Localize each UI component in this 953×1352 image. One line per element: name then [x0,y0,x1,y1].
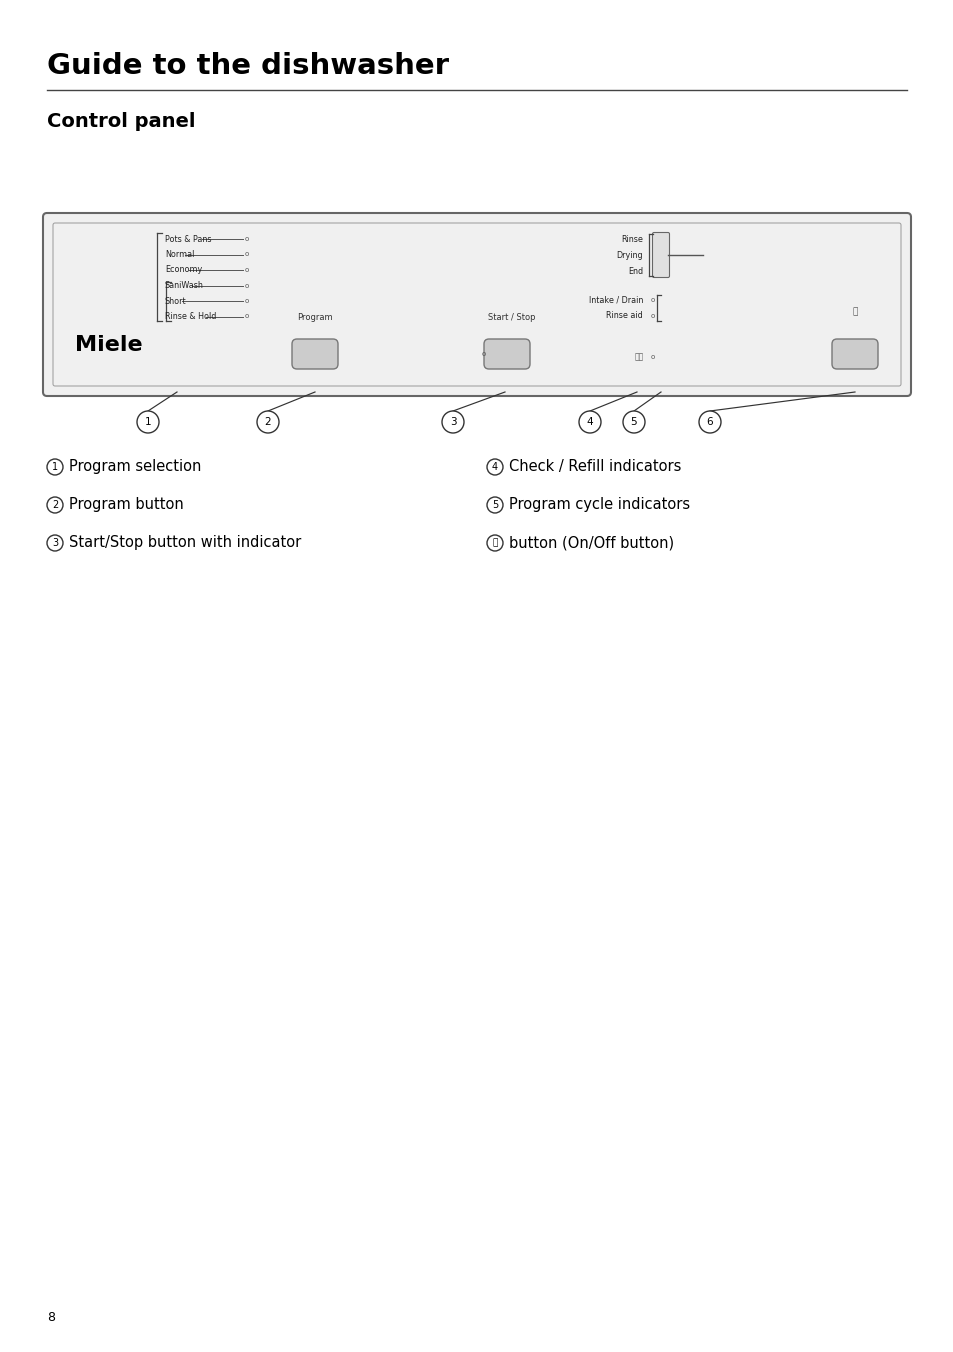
FancyBboxPatch shape [292,339,337,369]
Text: o: o [650,314,655,319]
FancyBboxPatch shape [831,339,877,369]
Text: 2: 2 [264,416,271,427]
Text: o: o [481,352,486,357]
Circle shape [578,411,600,433]
Text: 4: 4 [492,462,497,472]
Text: o: o [245,314,249,319]
Text: Ⓟⓒ: Ⓟⓒ [634,353,643,361]
Text: 5: 5 [492,500,497,510]
Text: 5: 5 [630,416,637,427]
Text: o: o [245,237,249,242]
Text: ⓘ: ⓘ [492,538,497,548]
Circle shape [137,411,159,433]
Text: End: End [627,266,642,276]
Text: Drying: Drying [616,250,642,260]
Text: Program button: Program button [69,498,184,512]
Text: Control panel: Control panel [47,112,195,131]
FancyBboxPatch shape [652,233,669,277]
Circle shape [486,498,502,512]
Text: 1: 1 [145,416,152,427]
Circle shape [622,411,644,433]
Circle shape [486,535,502,552]
Text: Start/Stop button with indicator: Start/Stop button with indicator [69,535,301,550]
Circle shape [47,535,63,552]
FancyBboxPatch shape [43,214,910,396]
Text: button (On/Off button): button (On/Off button) [509,535,674,550]
Text: Miele: Miele [75,335,143,356]
Text: 2: 2 [51,500,58,510]
Circle shape [256,411,278,433]
Text: ⓘ: ⓘ [851,307,857,316]
Text: Intake / Drain: Intake / Drain [588,296,642,304]
Text: Rinse aid: Rinse aid [605,311,642,320]
FancyBboxPatch shape [483,339,530,369]
Text: 3: 3 [449,416,456,427]
Circle shape [47,458,63,475]
Text: o: o [245,283,249,288]
Text: 1: 1 [51,462,58,472]
Text: SaniWash: SaniWash [165,281,204,289]
Text: Short: Short [165,296,187,306]
Text: 6: 6 [706,416,713,427]
Text: Program: Program [297,314,333,323]
Text: 3: 3 [51,538,58,548]
Text: Pots & Pans: Pots & Pans [165,234,212,243]
Text: o: o [245,251,249,257]
Circle shape [699,411,720,433]
Text: Rinse: Rinse [620,234,642,243]
FancyBboxPatch shape [59,322,153,372]
Text: o: o [245,266,249,273]
Text: Program selection: Program selection [69,460,201,475]
Text: o: o [650,354,655,360]
Text: o: o [650,297,655,303]
Text: 8: 8 [47,1311,55,1324]
Circle shape [486,458,502,475]
Circle shape [441,411,463,433]
Text: Check / Refill indicators: Check / Refill indicators [509,460,680,475]
Text: Rinse & Hold: Rinse & Hold [165,312,216,320]
Text: Economy: Economy [165,265,202,274]
Text: o: o [245,297,249,304]
Circle shape [47,498,63,512]
Text: Program cycle indicators: Program cycle indicators [509,498,689,512]
Text: Start / Stop: Start / Stop [488,314,536,323]
FancyBboxPatch shape [53,223,900,387]
Text: Guide to the dishwasher: Guide to the dishwasher [47,51,449,80]
Text: 4: 4 [586,416,593,427]
Text: Normal: Normal [165,250,194,260]
